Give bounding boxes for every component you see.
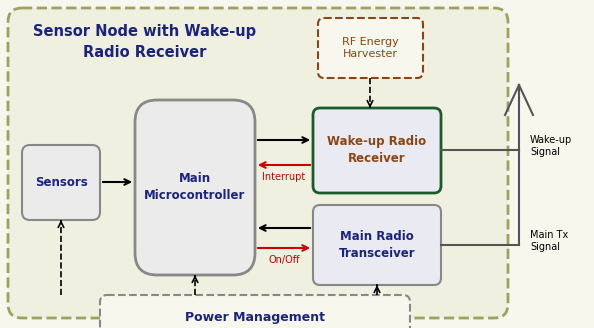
- Text: Main Tx
Signal: Main Tx Signal: [530, 230, 568, 253]
- FancyBboxPatch shape: [8, 8, 508, 318]
- Text: On/Off: On/Off: [268, 255, 300, 265]
- Text: Main
Microcontroller: Main Microcontroller: [144, 172, 246, 202]
- FancyBboxPatch shape: [100, 295, 410, 328]
- Text: Power Management: Power Management: [185, 312, 325, 324]
- FancyBboxPatch shape: [313, 108, 441, 193]
- Text: Wake-up Radio
Receiver: Wake-up Radio Receiver: [327, 135, 426, 165]
- FancyBboxPatch shape: [313, 205, 441, 285]
- Text: Interrupt: Interrupt: [263, 172, 306, 182]
- Text: RF Energy
Harvester: RF Energy Harvester: [342, 37, 399, 59]
- FancyBboxPatch shape: [318, 18, 423, 78]
- Text: Sensor Node with Wake-up
Radio Receiver: Sensor Node with Wake-up Radio Receiver: [33, 24, 257, 60]
- FancyBboxPatch shape: [135, 100, 255, 275]
- FancyBboxPatch shape: [22, 145, 100, 220]
- Text: Main Radio
Transceiver: Main Radio Transceiver: [339, 230, 415, 260]
- Text: Wake-up
Signal: Wake-up Signal: [530, 134, 572, 157]
- Text: Sensors: Sensors: [34, 175, 87, 189]
